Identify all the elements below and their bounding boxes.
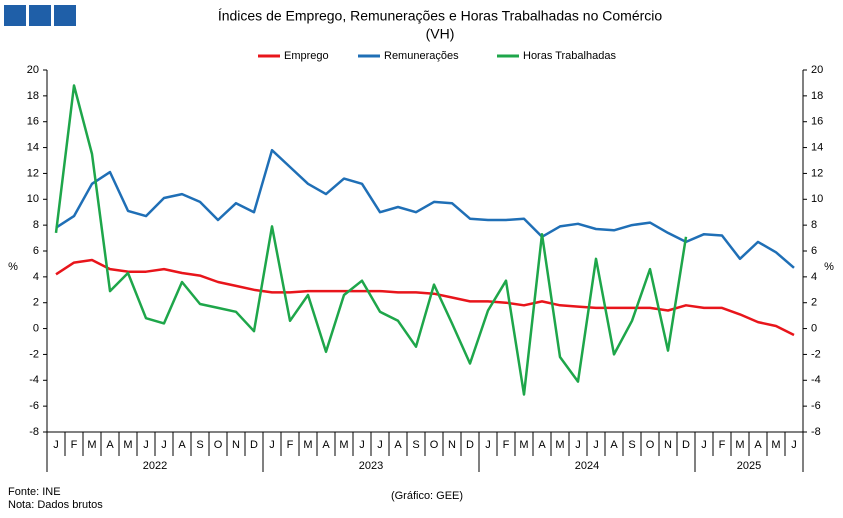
logo [29,5,51,26]
year-label: 2025 [737,460,761,472]
y2-tick-label: -4 [811,374,821,386]
x-tick-label: A [322,439,330,451]
y2-tick-label: 12 [811,167,823,179]
x-tick-label: J [575,439,581,451]
credit: (Gráfico: GEE) [391,490,463,502]
legend-label: Emprego [284,50,329,62]
series-line [55,148,795,269]
y-tick-label: 14 [27,141,39,153]
x-tick-label: M [303,439,312,451]
y2-tick-label: 4 [811,271,817,283]
legend-label: Horas Trabalhadas [523,50,616,62]
x-tick-label: F [287,439,294,451]
y2-axis-label: % [824,261,834,273]
x-tick-label: M [555,439,564,451]
x-tick-label: J [791,439,797,451]
year-label: 2022 [143,460,167,472]
y-tick-label: -6 [29,400,39,412]
x-tick-label: M [771,439,780,451]
x-tick-label: J [701,439,707,451]
y2-tick-label: 14 [811,141,823,153]
x-tick-label: O [430,439,439,451]
y2-tick-label: 10 [811,193,823,205]
x-tick-label: J [53,439,59,451]
y-tick-label: 2 [33,297,39,309]
x-tick-label: A [394,439,402,451]
logo [54,5,76,26]
x-tick-label: S [412,439,419,451]
chart-title: Índices de Emprego, Remunerações e Horas… [218,8,663,24]
y-tick-label: -8 [29,426,39,438]
x-tick-label: J [359,439,365,451]
y-tick-label: 6 [33,245,39,257]
x-tick-label: M [87,439,96,451]
x-tick-label: O [646,439,655,451]
x-tick-label: F [503,439,510,451]
x-tick-label: J [161,439,167,451]
note: Nota: Dados brutos [8,499,103,511]
y2-tick-label: 6 [811,245,817,257]
x-tick-label: J [377,439,383,451]
x-tick-label: M [735,439,744,451]
y2-tick-label: -2 [811,348,821,360]
x-tick-label: J [485,439,491,451]
x-tick-label: M [519,439,528,451]
x-tick-label: A [178,439,186,451]
x-tick-label: O [214,439,223,451]
x-tick-label: F [71,439,78,451]
x-tick-label: A [610,439,618,451]
y-tick-label: 16 [27,116,39,128]
x-tick-label: D [250,439,258,451]
y2-tick-label: 16 [811,116,823,128]
logo [4,5,26,26]
x-tick-label: S [628,439,635,451]
y2-tick-label: 18 [811,90,823,102]
y-tick-label: -4 [29,374,39,386]
y2-tick-label: 8 [811,219,817,231]
legend-label: Remunerações [384,50,459,62]
x-tick-label: J [143,439,149,451]
x-tick-label: M [123,439,132,451]
x-tick-label: F [719,439,726,451]
y-tick-label: 10 [27,193,39,205]
chart-subtitle: (VH) [426,26,455,42]
y-tick-label: 8 [33,219,39,231]
x-tick-label: J [269,439,275,451]
y2-tick-label: 2 [811,297,817,309]
y-tick-label: 18 [27,90,39,102]
x-tick-label: A [538,439,546,451]
x-tick-label: D [682,439,690,451]
y-tick-label: 20 [27,64,39,76]
x-tick-label: N [448,439,456,451]
x-tick-label: A [754,439,762,451]
y-tick-label: 12 [27,167,39,179]
source: Fonte: INE [8,486,61,498]
y-tick-label: 4 [33,271,39,283]
year-label: 2023 [359,460,383,472]
y2-tick-label: 20 [811,64,823,76]
x-tick-label: D [466,439,474,451]
y-tick-label: 0 [33,322,39,334]
y-axis-label: % [8,261,18,273]
x-tick-label: S [196,439,203,451]
year-label: 2024 [575,460,599,472]
x-tick-label: J [593,439,599,451]
series-line [54,84,688,396]
x-tick-label: N [232,439,240,451]
x-tick-label: M [339,439,348,451]
y2-tick-label: -8 [811,426,821,438]
y2-tick-label: -6 [811,400,821,412]
x-tick-label: A [106,439,114,451]
series-line [55,258,795,337]
y-tick-label: -2 [29,348,39,360]
y2-tick-label: 0 [811,322,817,334]
x-tick-label: N [664,439,672,451]
